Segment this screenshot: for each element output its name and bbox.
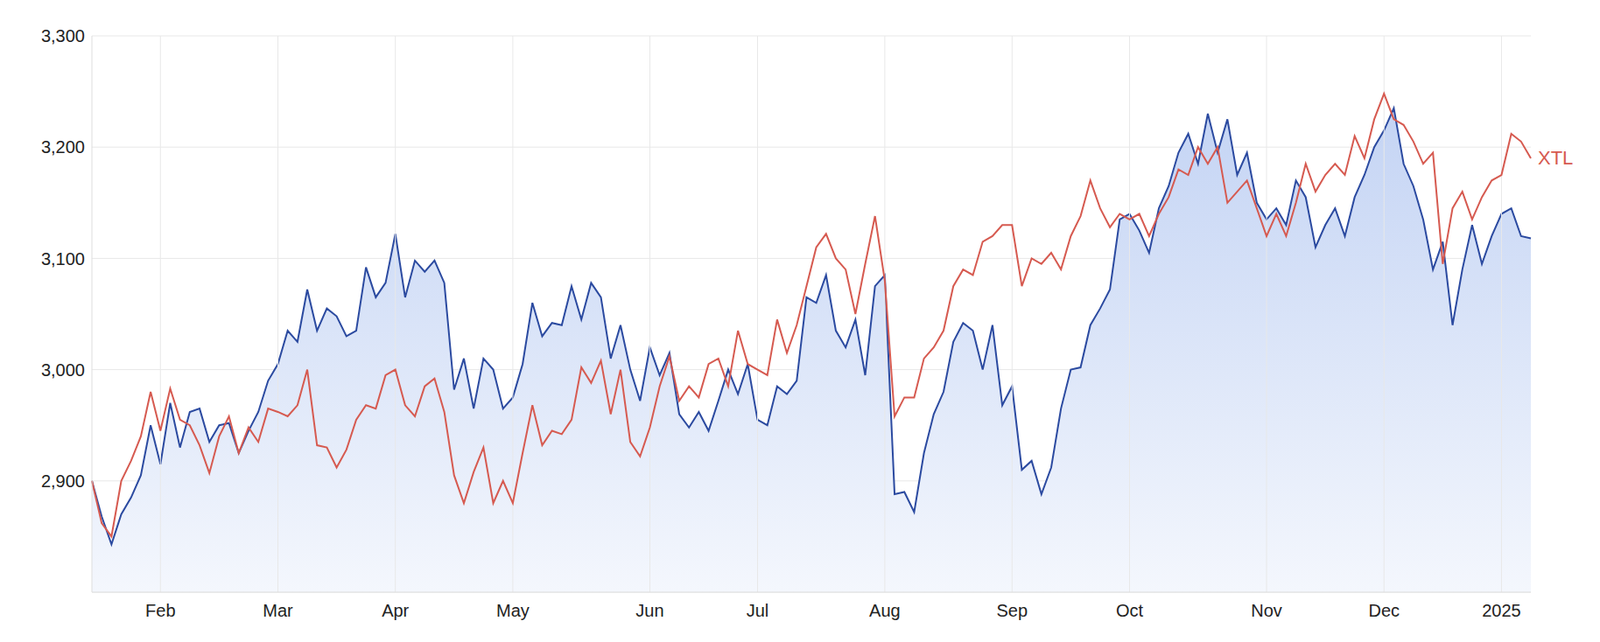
svg-text:Feb: Feb [145, 601, 176, 621]
svg-text:Nov: Nov [1250, 601, 1283, 621]
svg-text:3,000: 3,000 [41, 360, 85, 380]
svg-text:3,200: 3,200 [41, 137, 85, 157]
svg-text:Oct: Oct [1115, 601, 1144, 621]
svg-text:Sep: Sep [996, 601, 1028, 621]
svg-text:XTL: XTL [1537, 147, 1573, 169]
svg-text:3,300: 3,300 [41, 26, 85, 46]
svg-text:Jul: Jul [746, 601, 770, 621]
svg-text:Apr: Apr [381, 601, 409, 621]
svg-text:3,100: 3,100 [41, 249, 85, 269]
svg-text:Aug: Aug [869, 601, 901, 621]
svg-text:2025: 2025 [1481, 601, 1522, 621]
svg-text:2,900: 2,900 [41, 471, 85, 492]
svg-text:Jun: Jun [635, 601, 664, 621]
svg-text:May: May [496, 601, 530, 621]
svg-text:Dec: Dec [1368, 601, 1400, 621]
svg-text:Mar: Mar [262, 601, 294, 621]
